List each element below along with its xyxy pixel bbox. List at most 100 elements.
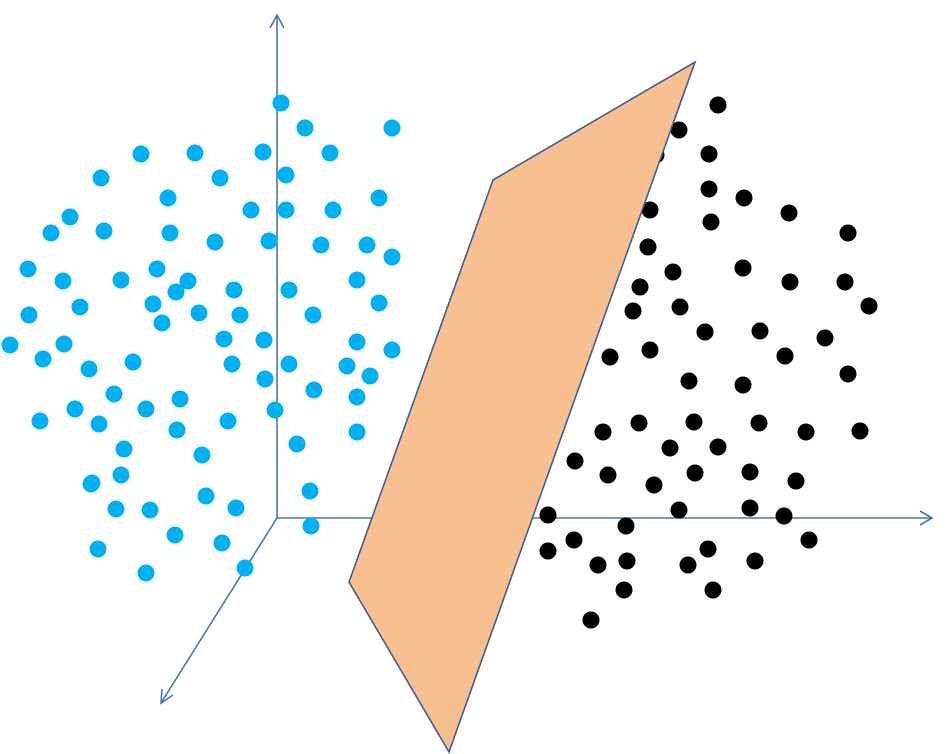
class-b-point: [851, 422, 869, 440]
class-a-point: [338, 357, 356, 375]
class-a-point: [153, 314, 171, 332]
class-a-point: [383, 119, 401, 137]
class-a-point: [383, 248, 401, 266]
class-a-point: [206, 233, 224, 251]
class-a-point: [144, 295, 162, 313]
class-b-point: [539, 542, 557, 560]
class-a-point: [348, 271, 366, 289]
class-a-point: [167, 283, 185, 301]
class-a-point: [305, 381, 323, 399]
class-a-point: [231, 306, 249, 324]
class-a-points: [1, 94, 401, 582]
class-b-point: [601, 348, 619, 366]
class-a-point: [90, 415, 108, 433]
class-a-point: [255, 331, 273, 349]
class-a-point: [112, 271, 130, 289]
class-b-point: [702, 213, 720, 231]
class-b-point: [664, 263, 682, 281]
class-b-point: [566, 452, 584, 470]
class-a-point: [137, 400, 155, 418]
class-a-point: [95, 222, 113, 240]
class-a-point: [370, 294, 388, 312]
class-a-point: [168, 421, 186, 439]
class-b-point: [641, 201, 659, 219]
separating-plane: [348, 60, 697, 754]
class-a-point: [66, 400, 84, 418]
class-a-point: [54, 272, 72, 290]
class-a-point: [92, 169, 110, 187]
class-b-point: [780, 204, 798, 222]
class-a-point: [186, 144, 204, 162]
class-b-point: [670, 501, 688, 519]
class-a-point: [302, 517, 320, 535]
class-a-point: [55, 335, 73, 353]
class-b-point: [645, 476, 663, 494]
class-a-point: [272, 94, 290, 112]
class-b-point: [775, 507, 793, 525]
class-b-point: [679, 556, 697, 574]
class-a-point: [80, 360, 98, 378]
class-a-point: [277, 201, 295, 219]
class-b-point: [734, 259, 752, 277]
class-b-point: [589, 556, 607, 574]
class-a-point: [166, 526, 184, 544]
class-a-point: [321, 144, 339, 162]
class-a-point: [105, 385, 123, 403]
class-a-point: [141, 501, 159, 519]
class-b-point: [741, 499, 759, 517]
class-a-point: [124, 353, 142, 371]
class-a-point: [348, 423, 366, 441]
class-a-point: [370, 189, 388, 207]
class-a-point: [324, 201, 342, 219]
class-a-point: [288, 435, 306, 453]
class-a-point: [132, 145, 150, 163]
class-b-point: [700, 145, 718, 163]
class-b-point: [639, 238, 657, 256]
z-axis: [160, 517, 278, 704]
class-a-point: [254, 143, 272, 161]
class-a-point: [148, 260, 166, 278]
class-b-point: [618, 552, 636, 570]
class-a-point: [383, 341, 401, 359]
class-a-point: [225, 281, 243, 299]
class-a-point: [34, 350, 52, 368]
class-b-point: [686, 464, 704, 482]
class-a-point: [227, 499, 245, 517]
class-b-point: [615, 581, 633, 599]
class-a-point: [190, 304, 208, 322]
class-a-point: [19, 260, 37, 278]
class-b-point: [709, 438, 727, 456]
class-b-point: [751, 322, 769, 340]
class-a-point: [236, 559, 254, 577]
class-a-point: [280, 281, 298, 299]
class-a-point: [348, 388, 366, 406]
class-a-point: [358, 236, 376, 254]
class-b-point: [661, 439, 679, 457]
separating-plane-group: [348, 60, 697, 754]
class-b-point: [696, 323, 714, 341]
class-b-point: [599, 466, 617, 484]
class-b-points: [539, 96, 878, 629]
class-b-point: [671, 298, 689, 316]
class-a-point: [159, 189, 177, 207]
class-b-point: [699, 540, 717, 558]
class-b-point: [741, 463, 759, 481]
class-b-point: [539, 506, 557, 524]
class-b-point: [735, 189, 753, 207]
class-a-point: [312, 236, 330, 254]
class-a-point: [260, 232, 278, 250]
class-b-point: [816, 329, 834, 347]
class-a-point: [219, 412, 237, 430]
class-b-point: [839, 365, 857, 383]
class-b-point: [709, 96, 727, 114]
class-b-point: [594, 423, 612, 441]
class-b-point: [641, 341, 659, 359]
class-a-point: [211, 169, 229, 187]
class-a-point: [115, 440, 133, 458]
class-a-point: [161, 224, 179, 242]
class-a-point: [197, 487, 215, 505]
class-b-point: [797, 423, 815, 441]
class-a-point: [112, 466, 130, 484]
class-a-point: [266, 401, 284, 419]
